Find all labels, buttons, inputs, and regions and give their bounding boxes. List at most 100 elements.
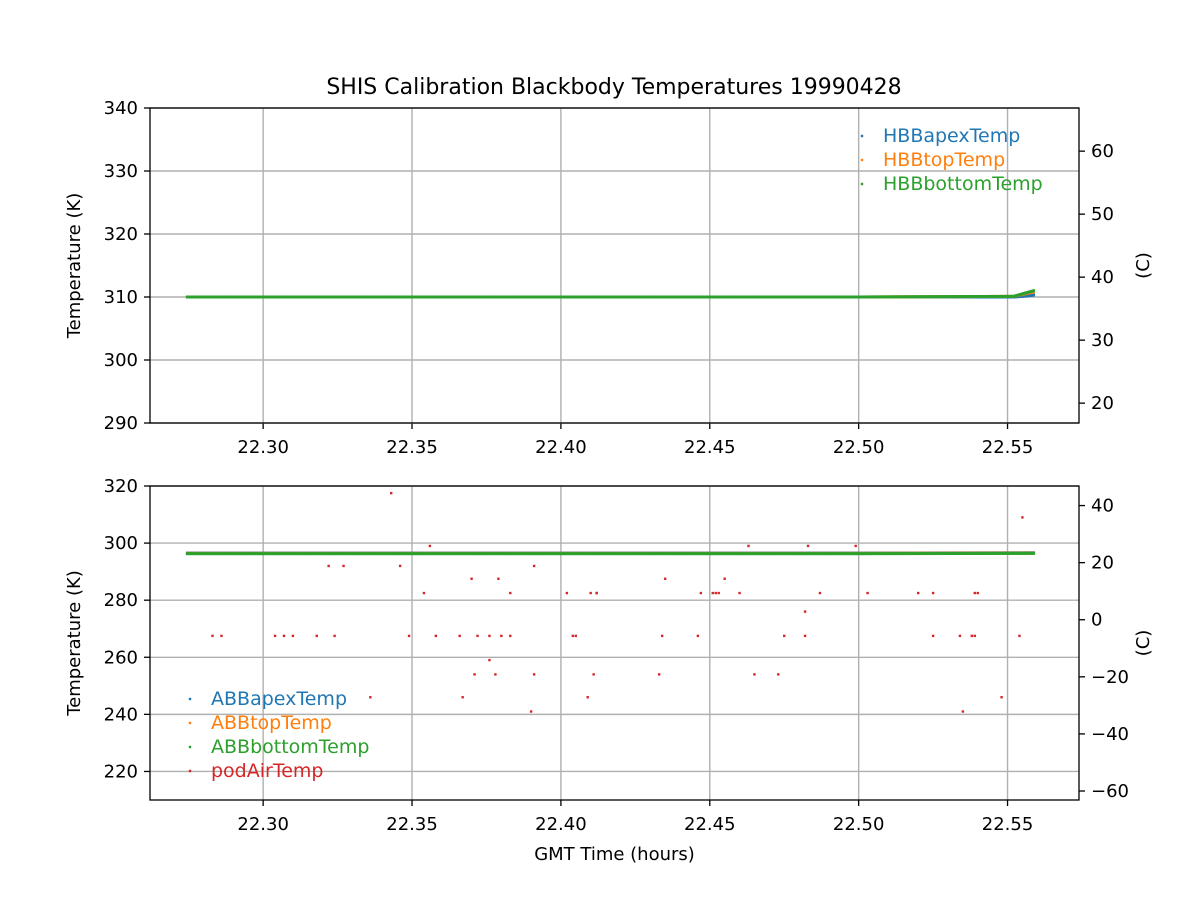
data-point — [441, 295, 445, 299]
data-point — [473, 295, 477, 299]
data-point — [339, 552, 343, 556]
data-point — [622, 295, 626, 299]
data-point — [675, 552, 678, 556]
data-point — [661, 295, 665, 299]
data-point — [637, 552, 641, 556]
data-point — [185, 552, 189, 556]
data-point — [952, 551, 956, 555]
data-point — [272, 552, 275, 556]
data-point — [356, 552, 360, 556]
data-point — [207, 552, 211, 556]
data-point — [931, 591, 935, 595]
data-point — [602, 552, 606, 556]
data-point — [986, 294, 990, 298]
data-point — [556, 295, 560, 299]
data-point — [453, 295, 457, 299]
data-point — [586, 696, 589, 699]
data-point — [1030, 551, 1034, 555]
data-point — [702, 552, 705, 556]
data-point — [723, 577, 726, 580]
data-point — [333, 295, 336, 299]
data-point — [907, 552, 910, 556]
data-point — [341, 552, 345, 556]
data-point — [612, 295, 616, 299]
data-point — [578, 552, 582, 556]
data-point — [915, 295, 919, 299]
data-point — [788, 552, 792, 556]
data-point — [707, 552, 710, 556]
data-point — [653, 295, 656, 299]
x-tick-label: 22.55 — [982, 437, 1034, 458]
data-point — [233, 552, 236, 556]
data-point — [1020, 551, 1024, 555]
data-point — [610, 295, 614, 299]
data-point — [351, 552, 355, 556]
data-point — [758, 295, 761, 299]
data-point — [806, 544, 810, 548]
data-point — [373, 295, 377, 299]
data-point — [497, 295, 501, 299]
data-point — [216, 295, 219, 299]
data-point — [263, 552, 267, 556]
data-point — [494, 295, 497, 299]
data-point — [808, 295, 812, 299]
data-point — [339, 295, 343, 299]
data-point — [599, 552, 602, 556]
data-point — [812, 552, 815, 556]
data-point — [1005, 294, 1008, 298]
data-point — [852, 295, 856, 299]
data-point — [874, 295, 878, 299]
data-point — [444, 552, 448, 556]
data-point — [570, 552, 573, 556]
data-point — [289, 552, 292, 556]
data-point — [697, 552, 700, 556]
data-point — [1023, 294, 1027, 298]
data-point — [802, 552, 805, 556]
data-point — [658, 552, 661, 556]
data-point — [291, 634, 295, 638]
data-point — [732, 295, 736, 299]
data-point — [561, 295, 565, 299]
data-point — [932, 295, 936, 299]
data-point — [861, 295, 865, 299]
data-point — [187, 552, 191, 556]
data-point — [908, 295, 912, 299]
data-point — [636, 552, 639, 556]
data-point — [582, 295, 585, 299]
data-point — [566, 552, 570, 556]
data-point — [910, 295, 914, 299]
data-point — [991, 294, 995, 298]
data-point — [402, 552, 406, 556]
data-point — [715, 552, 719, 556]
data-point — [724, 552, 727, 556]
data-point — [961, 295, 964, 299]
data-point — [846, 552, 849, 556]
data-point — [400, 552, 404, 556]
legend-entry: HBBapexTemp — [883, 125, 1020, 147]
data-point — [460, 295, 463, 299]
data-point — [317, 552, 321, 556]
legend-entry: HBBtopTemp — [883, 149, 1005, 171]
data-point — [213, 295, 216, 299]
data-point — [526, 552, 529, 556]
data-point — [246, 552, 250, 556]
data-point — [1007, 551, 1010, 555]
data-point — [703, 295, 707, 299]
data-point — [741, 295, 744, 299]
data-point — [844, 552, 848, 556]
data-point — [699, 591, 703, 595]
data-point — [270, 295, 274, 299]
y-right-tick-label: −60 — [1091, 781, 1129, 802]
data-point — [531, 552, 534, 556]
data-point — [295, 295, 299, 299]
data-point — [529, 552, 533, 556]
data-point — [1020, 294, 1024, 298]
data-point — [299, 295, 302, 299]
data-point — [436, 295, 440, 299]
data-point — [751, 552, 754, 556]
data-point — [213, 552, 216, 556]
data-point — [263, 295, 267, 299]
data-point — [607, 552, 611, 556]
data-point — [959, 551, 963, 555]
data-point — [869, 295, 873, 299]
